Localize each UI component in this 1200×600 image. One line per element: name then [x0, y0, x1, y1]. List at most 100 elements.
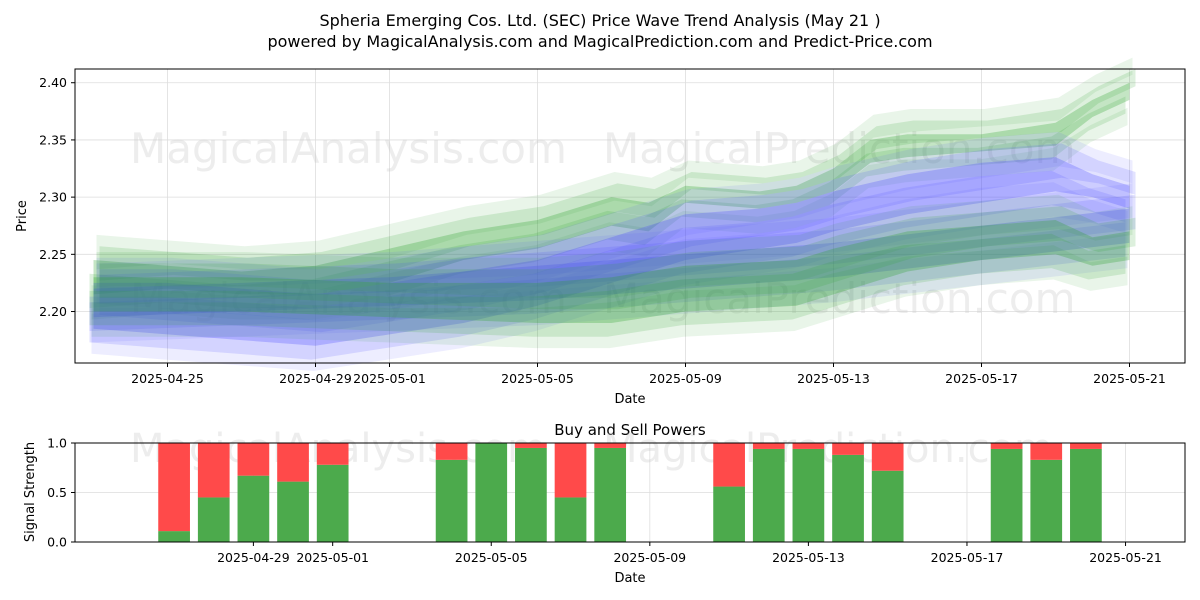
buy-bar: [832, 454, 864, 542]
buy-bar: [435, 459, 468, 542]
price-x-axis-label: Date: [614, 392, 645, 407]
price-band-green-3-2: [89, 233, 1126, 337]
sell-bar: [713, 443, 745, 487]
buy-bar: [1070, 448, 1102, 542]
price-band-blue-2-2: [89, 222, 1126, 331]
price-band-green-3-1: [99, 206, 1136, 310]
sell-bar: [594, 443, 627, 448]
figure-title-line1: Spheria Emerging Cos. Ltd. (SEC) Price W…: [319, 11, 880, 30]
price-wave-chart: MagicalAnalysis.com MagicalPrediction.co…: [15, 57, 1186, 407]
price-x-tick-label: 2025-05-17: [945, 371, 1018, 386]
buy-bar: [871, 470, 904, 542]
price-band-blue-1-0: [93, 157, 1130, 346]
price-band-blue-1-3: [96, 131, 1133, 321]
buy-sell-x-tick-label: 2025-05-13: [772, 550, 845, 565]
price-band-blue-1-4: [91, 182, 1128, 371]
price-x-tick-label: 2025-05-13: [797, 371, 870, 386]
sell-bar: [990, 443, 1023, 449]
watermark-top-left: MagicalAnalysis.com: [130, 124, 567, 173]
buy-sell-x-axis-label: Date: [614, 571, 645, 586]
price-y-tick-label: 2.35: [39, 132, 67, 147]
buy-bar: [752, 448, 785, 542]
sell-bar: [197, 443, 230, 498]
buy-bar: [792, 448, 825, 542]
buy-sell-x-tick-label: 2025-05-09: [613, 550, 686, 565]
buy-bar: [1030, 459, 1063, 542]
sell-bar: [554, 443, 587, 498]
buy-bar: [594, 447, 627, 542]
buy-sell-y-tick-label: 0.5: [47, 485, 67, 500]
price-grid: [75, 69, 1185, 363]
sell-bar: [515, 443, 547, 448]
buy-bar: [713, 486, 745, 542]
buy-sell-title: Buy and Sell Powers: [554, 421, 706, 439]
sell-bar: [832, 443, 864, 455]
buy-bar: [197, 497, 230, 542]
price-band-green-0-0: [93, 82, 1130, 295]
buy-sell-x-tick-label: 2025-05-17: [931, 550, 1004, 565]
buy-sell-y-ticks: 0.0 0.5 1.0: [47, 436, 75, 550]
price-band-blue-1-1: [99, 143, 1136, 333]
price-band-green-0-2: [89, 96, 1126, 309]
price-y-axis-label: Price: [15, 200, 30, 232]
sell-bar: [1070, 443, 1102, 449]
watermark-mid-left: MagicalAnalysis.com: [130, 274, 567, 323]
price-band-green-3-3: [96, 194, 1133, 298]
sell-bar: [1030, 443, 1063, 460]
sell-bar: [277, 443, 309, 482]
buy-bar: [158, 531, 190, 542]
buy-sell-y-tick-label: 1.0: [47, 436, 67, 451]
price-band-blue-2-1: [99, 194, 1136, 304]
price-band-blue-2-4: [91, 233, 1128, 343]
price-band-blue-2-3: [96, 183, 1133, 293]
buy-sell-y-tick-label: 0.0: [47, 535, 67, 550]
price-band-green-3-0: [93, 220, 1130, 323]
price-y-tick-label: 2.40: [39, 75, 67, 90]
watermark-mid-right: MagicalPrediction.com: [603, 274, 1076, 323]
buy-bar: [475, 443, 508, 542]
sell-bar: [158, 443, 190, 532]
buy-sell-chart: Buy and Sell Powers MagicalAnalysis.com …: [23, 421, 1186, 586]
buy-sell-y-axis-label: Signal Strength: [23, 442, 38, 542]
price-y-tick-label: 2.20: [39, 304, 67, 319]
price-x-tick-label: 2025-04-29: [279, 371, 352, 386]
buy-bar: [515, 447, 547, 542]
price-plot-area: [75, 69, 1185, 363]
price-x-tick-label: 2025-05-09: [649, 371, 722, 386]
price-wave-bands: [89, 57, 1136, 371]
sell-bar: [435, 443, 468, 460]
sell-bar: [237, 443, 270, 476]
price-band-green-0-3: [96, 57, 1133, 270]
buy-bar: [990, 448, 1023, 542]
price-plot-frame: [74, 68, 1186, 364]
price-y-ticks: 2.20 2.25 2.30 2.35 2.40: [39, 75, 75, 319]
buy-bar: [554, 497, 587, 542]
price-band-blue-2-0: [93, 208, 1130, 318]
price-band-green-3-4: [91, 245, 1128, 349]
buy-sell-x-tick-label: 2025-05-01: [296, 550, 369, 565]
buy-bar: [316, 464, 349, 542]
price-band-green-0-1: [99, 69, 1136, 281]
price-band-blue-1-2: [89, 170, 1126, 360]
sell-bar: [316, 443, 349, 465]
price-y-tick-label: 2.30: [39, 190, 67, 205]
buy-bar: [237, 475, 270, 542]
figure-title-line2: powered by MagicalAnalysis.com and Magic…: [267, 32, 932, 51]
sell-bar: [752, 443, 785, 449]
buy-sell-x-tick-label: 2025-05-05: [455, 550, 528, 565]
price-x-ticks: 2025-04-25 2025-04-29 2025-05-01 2025-05-05…: [131, 363, 1166, 386]
buy-sell-x-ticks: 2025-04-29 2025-05-01 2025-05-05 2025-05-09…: [217, 542, 1162, 565]
buy-sell-x-tick-label: 2025-04-29: [217, 550, 290, 565]
price-x-tick-label: 2025-05-21: [1093, 371, 1166, 386]
price-y-tick-label: 2.25: [39, 247, 67, 262]
buy-sell-bars: [158, 443, 1102, 542]
buy-sell-x-tick-label: 2025-05-21: [1089, 550, 1162, 565]
price-band-green-0-4: [91, 107, 1128, 320]
price-x-tick-label: 2025-04-25: [131, 371, 204, 386]
price-x-tick-label: 2025-05-05: [501, 371, 574, 386]
sell-bar: [871, 443, 904, 471]
watermark-top-right: MagicalPrediction.com: [603, 124, 1076, 173]
watermark-bottom-right: MagicalPrediction.com: [603, 426, 1053, 472]
